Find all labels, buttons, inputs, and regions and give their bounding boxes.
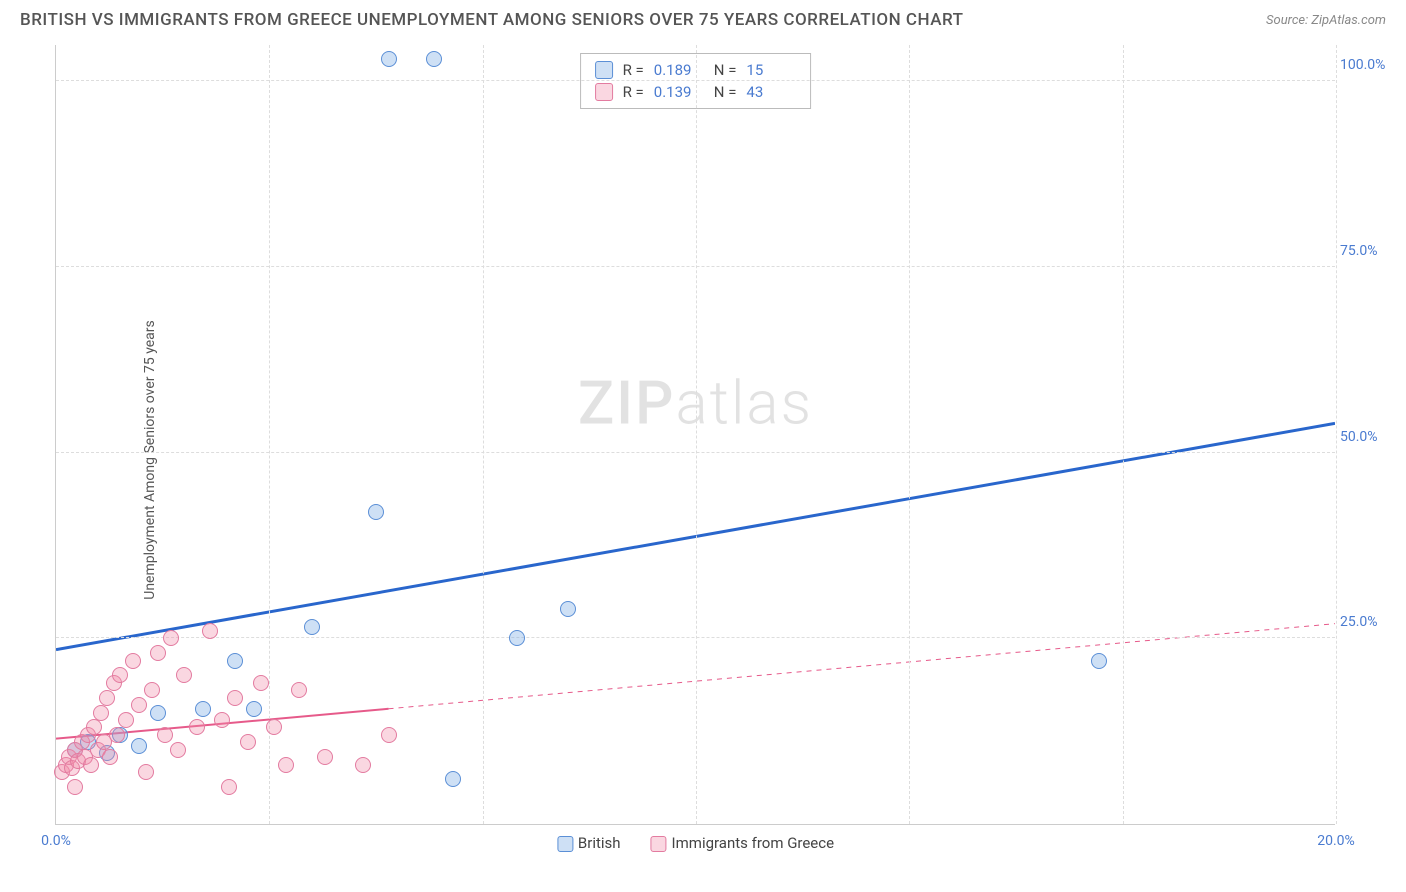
scatter-point [304,619,320,635]
legend-item: British [557,834,621,852]
scatter-point [1091,653,1107,669]
n-value: 15 [746,61,796,79]
scatter-point [109,727,125,743]
scatter-point [131,697,147,713]
y-tick-label: 100.0% [1340,57,1395,73]
scatter-point [214,712,230,728]
y-tick-label: 75.0% [1340,243,1395,259]
scatter-point [86,719,102,735]
scatter-point [221,779,237,795]
r-label: R = [623,61,644,79]
scatter-point [278,757,294,773]
scatter-point [144,682,160,698]
scatter-point [195,701,211,717]
r-label: R = [623,83,644,101]
source-label: Source: ZipAtlas.com [1266,13,1386,28]
legend-label: Immigrants from Greece [672,834,835,852]
scatter-point [125,653,141,669]
scatter-point [266,719,282,735]
scatter-point [112,667,128,683]
scatter-point [150,645,166,661]
chart-title: BRITISH VS IMMIGRANTS FROM GREECE UNEMPL… [20,10,963,30]
scatter-point [163,630,179,646]
scatter-point [118,712,134,728]
x-tick-label: 20.0% [1317,833,1355,849]
scatter-point [189,719,205,735]
scatter-point [99,690,115,706]
grid-line-v [483,45,484,824]
legend-item: Immigrants from Greece [651,834,835,852]
scatter-point [102,749,118,765]
scatter-point [381,727,397,743]
scatter-point [355,757,371,773]
legend-swatch [557,836,573,852]
scatter-point [93,705,109,721]
scatter-point [253,675,269,691]
scatter-point [445,771,461,787]
scatter-point [202,623,218,639]
scatter-point [83,757,99,773]
plot-area: ZIPatlas R =0.189N =15R =0.139N =43 Brit… [55,45,1335,825]
scatter-point [170,742,186,758]
grid-line-v [1336,45,1337,824]
legend-swatch [651,836,667,852]
grid-line-v [1123,45,1124,824]
scatter-point [246,701,262,717]
legend-swatch [595,83,613,101]
scatter-point [560,601,576,617]
scatter-point [227,690,243,706]
scatter-point [240,734,256,750]
scatter-point [317,749,333,765]
scatter-point [157,727,173,743]
grid-line-v [909,45,910,824]
legend-label: British [578,834,621,852]
y-tick-label: 50.0% [1340,429,1395,445]
scatter-point [67,779,83,795]
scatter-point [509,630,525,646]
x-tick-label: 0.0% [41,833,71,849]
scatter-point [176,667,192,683]
y-tick-label: 25.0% [1340,614,1395,630]
scatter-point [138,764,154,780]
bottom-legend: British Immigrants from Greece [557,834,834,852]
n-label: N = [714,61,737,79]
grid-line-v [696,45,697,824]
n-label: N = [714,83,737,101]
legend-swatch [595,61,613,79]
scatter-point [131,738,147,754]
grid-line-v [269,45,270,824]
scatter-point [368,504,384,520]
scatter-point [150,705,166,721]
scatter-point [291,682,307,698]
chart-container: Unemployment Among Seniors over 75 years… [0,35,1406,885]
scatter-point [426,51,442,67]
n-value: 43 [746,83,796,101]
scatter-point [227,653,243,669]
scatter-point [381,51,397,67]
